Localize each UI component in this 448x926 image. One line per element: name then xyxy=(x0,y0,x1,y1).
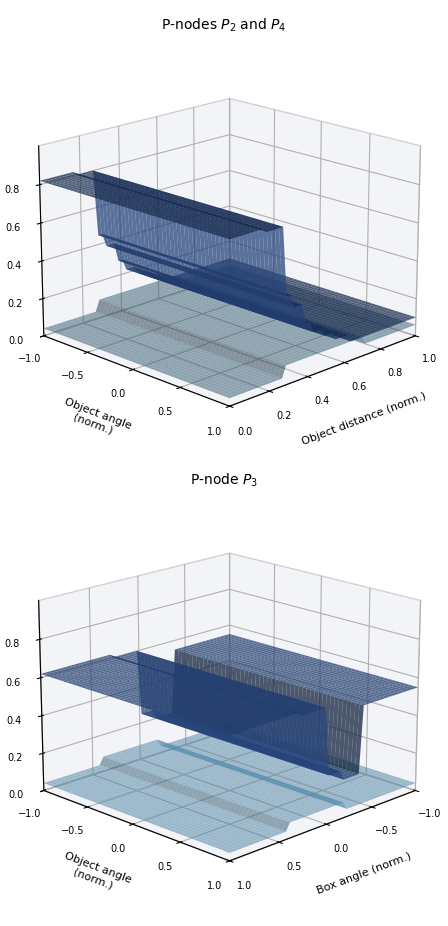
Title: P-node $P_3$: P-node $P_3$ xyxy=(190,471,258,489)
X-axis label: Object distance (norm.): Object distance (norm.) xyxy=(300,391,427,447)
Title: P-nodes $P_2$ and $P_4$: P-nodes $P_2$ and $P_4$ xyxy=(161,17,287,34)
X-axis label: Box angle (norm.): Box angle (norm.) xyxy=(315,851,413,896)
Y-axis label: Object angle
(norm.): Object angle (norm.) xyxy=(58,851,132,896)
Y-axis label: Object angle
(norm.): Object angle (norm.) xyxy=(58,396,132,442)
